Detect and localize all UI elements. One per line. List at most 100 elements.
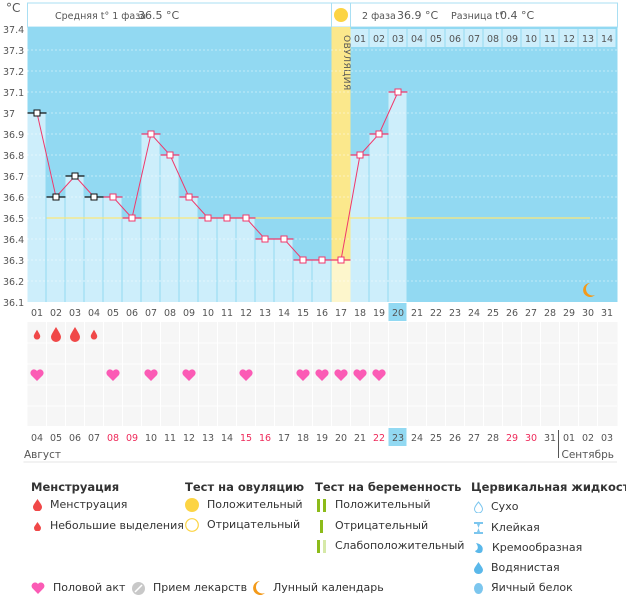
date-label: 16 <box>259 433 271 444</box>
luteal-day-cell <box>426 29 445 47</box>
date-label: 28 <box>487 433 499 444</box>
luteal-day-label: 08 <box>487 34 499 45</box>
temperature-bar <box>274 239 293 302</box>
cycle-day-label: 24 <box>468 308 480 319</box>
heart-icon <box>144 369 158 381</box>
date-label: 10 <box>145 433 157 444</box>
y-tick-label: 36.6 <box>3 193 24 204</box>
cycle-day-label: 06 <box>126 308 138 319</box>
phase2-label: 2 фаза <box>362 11 396 22</box>
cycle-day-label: 08 <box>164 308 176 319</box>
date-label: 21 <box>354 433 366 444</box>
luteal-day-label: 03 <box>392 34 404 45</box>
temperature-point <box>242 214 250 222</box>
date-label: 30 <box>525 433 537 444</box>
y-tick-label: 36.9 <box>3 130 24 141</box>
cycle-day-label: 13 <box>259 308 271 319</box>
phase2-value: 36.9 °C <box>397 9 438 22</box>
luteal-day-label: 07 <box>468 34 480 45</box>
cycle-day-label: 17 <box>335 308 347 319</box>
cycle-day-label: 30 <box>582 308 594 319</box>
legend-item: Водянистая <box>474 561 560 574</box>
temperature-point <box>318 256 326 264</box>
cycle-day-label: 02 <box>50 308 62 319</box>
luteal-day-label: 04 <box>411 34 423 45</box>
cycle-day-label: 04 <box>88 308 100 319</box>
legend-item: Сухо <box>474 500 518 513</box>
date-label: 18 <box>297 433 309 444</box>
heart-icon <box>30 369 44 381</box>
moon-icon <box>253 581 265 595</box>
date-label: 14 <box>221 433 233 444</box>
cycle-day-label: 01 <box>31 308 43 319</box>
date-label: 01 <box>563 433 575 444</box>
chart-header <box>27 2 618 28</box>
date-label: 19 <box>316 433 328 444</box>
date-label: 13 <box>202 433 214 444</box>
legend-item: Половой акт <box>31 581 125 594</box>
legend-item: Кремообразная <box>474 541 582 554</box>
moon-icon <box>583 283 595 297</box>
heart-icon <box>31 582 45 594</box>
temperature-bar <box>312 260 331 302</box>
diff-label: Разница t° <box>451 11 504 22</box>
egg-white-icon <box>474 583 483 594</box>
spotting-drop-icon <box>33 329 41 340</box>
cycle-day-label: 26 <box>506 308 518 319</box>
luteal-day-cell <box>483 29 502 47</box>
cycle-day-label: 03 <box>69 308 81 319</box>
y-tick-label: 36.1 <box>3 298 24 309</box>
date-label: 15 <box>240 433 252 444</box>
date-label: 24 <box>411 433 423 444</box>
legend-item: Положительный <box>317 498 431 512</box>
temperature-point <box>356 151 364 159</box>
legend-cervical-title: Цервикальная жидкость <box>471 480 626 494</box>
watery-drop-icon <box>474 562 483 574</box>
temperature-point <box>128 214 136 222</box>
cycle-day-label: 16 <box>316 308 328 319</box>
cycle-day-label: 12 <box>240 308 252 319</box>
legend-item: Прием лекарств <box>132 581 247 595</box>
legend-item: Слабоположительный <box>317 539 464 553</box>
legend-item: Отрицательный <box>185 518 300 532</box>
dry-drop-icon <box>474 501 483 513</box>
date-label: 23 <box>392 433 404 444</box>
legend-pregnancy-title: Тест на беременность <box>315 480 462 494</box>
luteal-day-label: 01 <box>354 34 366 45</box>
today-date-highlight <box>388 428 407 446</box>
legend-item: Небольшие выделения <box>34 519 184 532</box>
temperature-point <box>185 193 193 201</box>
negative-circle-icon <box>185 518 199 532</box>
cycle-day-label: 22 <box>430 308 442 319</box>
luteal-day-cell <box>597 29 616 47</box>
heart-icon <box>315 369 329 381</box>
temperature-point <box>280 235 288 243</box>
temperature-point <box>261 235 269 243</box>
cycle-day-label: 27 <box>525 308 537 319</box>
date-label: 25 <box>430 433 442 444</box>
temperature-point <box>109 193 117 201</box>
cycle-day-label: 10 <box>202 308 214 319</box>
luteal-day-label: 13 <box>582 34 594 45</box>
date-label: 26 <box>449 433 461 444</box>
sun-icon <box>334 8 348 22</box>
luteal-day-cell <box>464 29 483 47</box>
heart-icon <box>106 369 120 381</box>
date-label: 12 <box>183 433 195 444</box>
y-axis-unit: °C <box>6 1 20 15</box>
y-tick-label: 36.7 <box>3 172 24 183</box>
y-tick-label: 37 <box>3 109 15 120</box>
date-label: 03 <box>601 433 613 444</box>
phase1-value: 36.5 °C <box>138 9 179 22</box>
legend-item: Лунный календарь <box>252 581 384 595</box>
pill-icon <box>132 581 145 595</box>
y-tick-label: 36.8 <box>3 151 24 162</box>
temperature-bar <box>84 197 103 302</box>
temperature-point <box>337 256 345 264</box>
date-label: 20 <box>335 433 347 444</box>
date-label: 31 <box>544 433 556 444</box>
y-tick-label: 36.5 <box>3 214 24 225</box>
temperature-point <box>166 151 174 159</box>
date-label: 17 <box>278 433 290 444</box>
